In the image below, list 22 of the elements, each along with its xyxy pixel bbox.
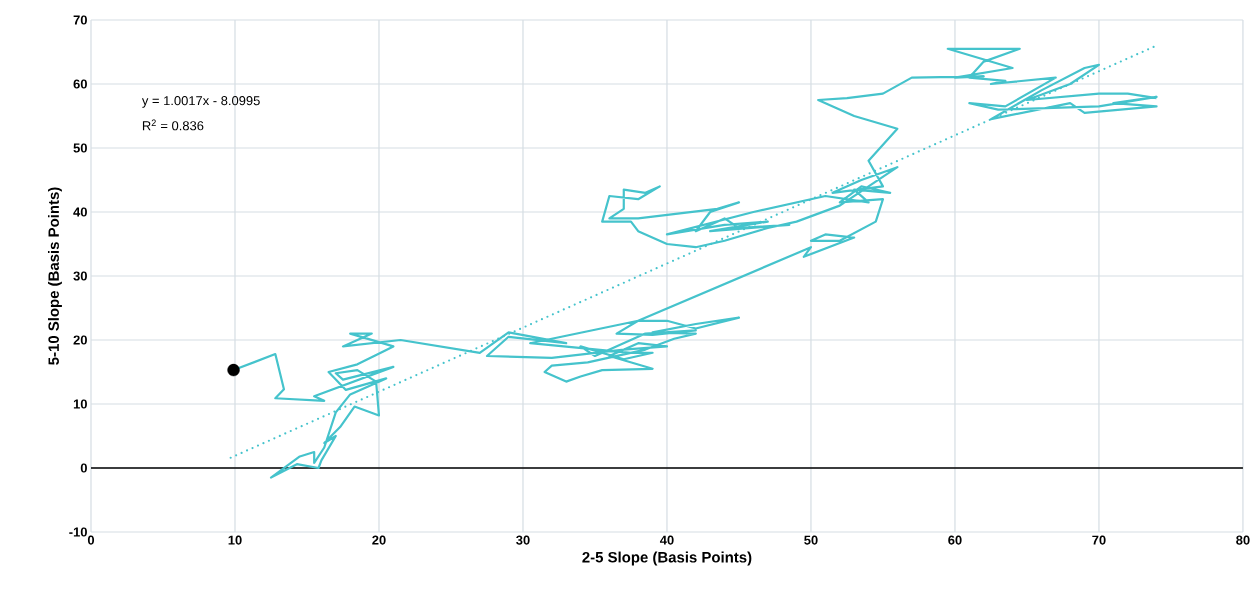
x-axis-title: 2-5 Slope (Basis Points) [582,551,752,566]
x-tick-label: 50 [804,535,818,545]
x-tick-label: 30 [516,535,530,545]
x-tick-label: 10 [228,535,242,545]
x-tick-label: 0 [87,535,95,545]
annotation: R$^{2}$ = 0.836 [142,119,204,131]
y-tick-label: 40 [73,207,87,217]
x-tick-label: 60 [948,535,962,545]
y-tick-label: -10 [69,527,87,537]
y-tick-label: 60 [73,79,87,89]
y-tick-label: 50 [73,143,87,153]
y-tick-label: 20 [73,335,87,345]
x-tick-label: 40 [659,535,674,545]
y-tick-label: 10 [73,399,87,409]
y-axis-title: 5-10 Slope (Basis Points) [47,187,62,365]
annotation: y = 1.0017x - 8.0995 [141,96,260,108]
x-tick-label: 20 [372,535,386,545]
y-tick-label: 30 [73,271,87,281]
x-tick-label: 80 [1236,535,1250,545]
y-tick-label: 0 [80,463,87,473]
y-tick-label: 70 [73,15,87,25]
x-tick-label: 70 [1092,535,1106,545]
